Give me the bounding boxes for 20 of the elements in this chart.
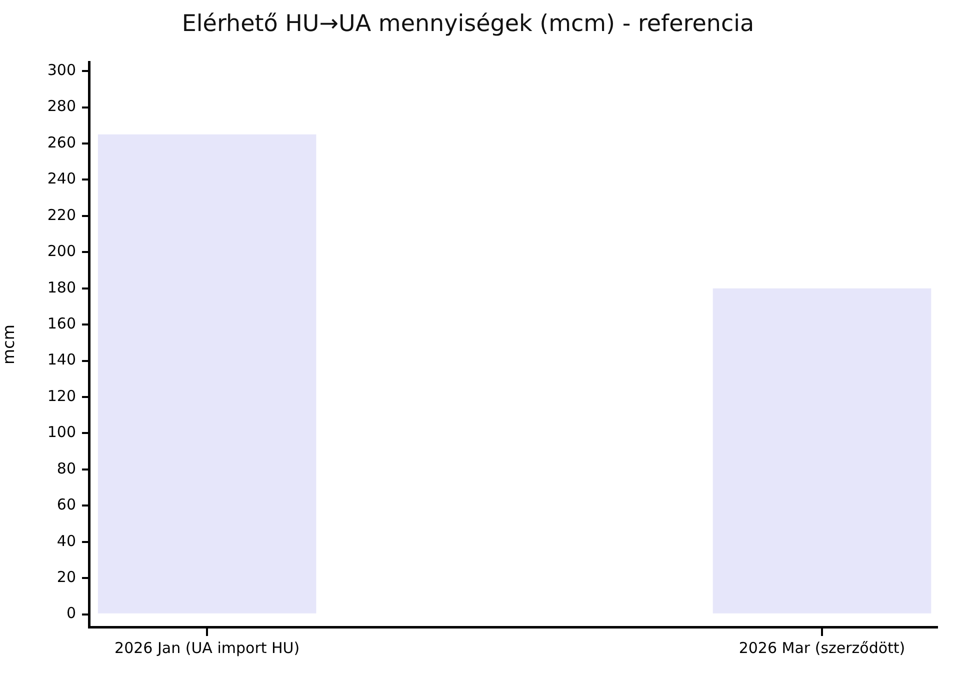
y-tick-label: 140 [47, 350, 76, 369]
y-tick-label: 20 [56, 568, 76, 586]
y-tick-label: 180 [47, 278, 76, 296]
y-tick-label: 100 [47, 423, 76, 442]
x-tick-label: 2026 Jan (UA import HU) [114, 638, 300, 657]
y-tick-label: 40 [56, 532, 76, 550]
y-tick-label: 160 [47, 314, 76, 332]
x-tick-label: 2026 Mar (szerződött) [738, 638, 906, 657]
y-tick-label: 300 [47, 60, 76, 79]
y-tick-label: 280 [47, 97, 76, 116]
y-tick-label: 120 [47, 386, 76, 405]
y-tick-label: 240 [47, 170, 76, 188]
y-tick-label: 0 [66, 604, 76, 622]
y-axis-title: mcm [0, 324, 18, 364]
y-tick-label: 60 [56, 496, 76, 514]
y-tick-label: 260 [47, 133, 76, 152]
y-tick-label: 200 [47, 242, 76, 260]
y-tick-label: 220 [47, 206, 76, 224]
chart-title: Elérhető HU→UA mennyiségek (mcm) - referencia [180, 11, 756, 37]
y-tick-label: 80 [56, 459, 76, 478]
